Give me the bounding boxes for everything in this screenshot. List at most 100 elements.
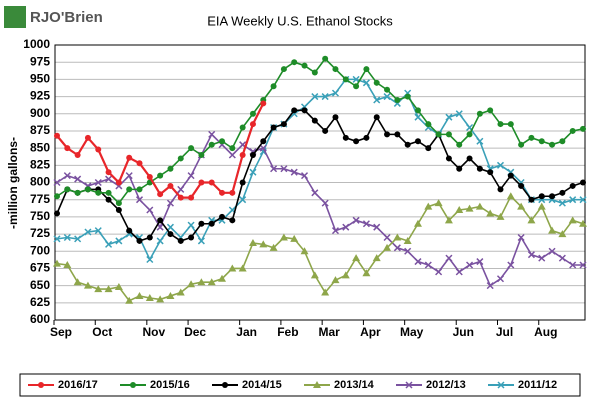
marker xyxy=(311,189,319,197)
marker xyxy=(105,189,112,196)
marker xyxy=(310,271,319,279)
x-tick-label: Feb xyxy=(277,325,298,339)
marker xyxy=(198,179,205,186)
marker xyxy=(187,280,196,288)
marker xyxy=(136,237,143,244)
marker xyxy=(208,141,215,148)
marker xyxy=(311,69,318,76)
marker xyxy=(383,93,391,101)
marker xyxy=(507,172,514,179)
y-tick-label: 700 xyxy=(30,243,50,257)
marker xyxy=(580,125,586,132)
marker xyxy=(54,210,60,217)
marker xyxy=(579,261,587,269)
marker xyxy=(425,121,432,128)
marker xyxy=(455,110,463,118)
chart-title: EIA Weekly U.S. Ethanol Stocks xyxy=(207,13,393,28)
marker xyxy=(342,134,349,141)
marker xyxy=(404,93,411,100)
marker xyxy=(579,196,587,204)
marker xyxy=(74,235,82,243)
marker xyxy=(466,155,473,162)
marker xyxy=(362,79,370,87)
marker xyxy=(249,110,256,117)
marker xyxy=(166,291,175,299)
marker xyxy=(383,243,392,251)
y-tick-label: 850 xyxy=(30,140,50,154)
marker xyxy=(476,137,484,145)
marker xyxy=(311,117,318,124)
marker xyxy=(476,110,483,117)
marker xyxy=(548,226,557,234)
marker xyxy=(63,233,71,242)
marker xyxy=(445,155,452,162)
marker xyxy=(497,121,504,128)
marker xyxy=(166,223,174,231)
marker xyxy=(425,145,432,152)
marker xyxy=(475,202,484,210)
marker xyxy=(507,121,514,128)
marker xyxy=(486,282,494,290)
marker xyxy=(569,261,577,269)
series-line xyxy=(56,194,584,302)
marker xyxy=(393,233,402,241)
marker xyxy=(322,127,329,134)
marker xyxy=(135,291,144,299)
marker xyxy=(280,121,287,128)
marker xyxy=(105,240,113,248)
marker xyxy=(188,194,195,201)
marker xyxy=(279,233,288,241)
marker xyxy=(63,172,71,180)
marker xyxy=(352,216,360,224)
y-tick-label: 925 xyxy=(30,89,50,103)
marker xyxy=(228,264,237,272)
marker xyxy=(362,269,371,277)
marker xyxy=(157,191,164,198)
marker xyxy=(496,212,505,220)
marker xyxy=(465,204,474,212)
marker xyxy=(580,179,586,186)
legend-label: 2013/14 xyxy=(334,379,375,391)
marker xyxy=(424,261,432,269)
marker xyxy=(53,178,61,187)
marker xyxy=(569,127,576,134)
marker xyxy=(197,237,205,245)
marker xyxy=(249,168,257,176)
marker xyxy=(435,131,442,138)
marker xyxy=(403,236,412,244)
marker xyxy=(342,223,350,231)
marker xyxy=(94,227,102,235)
marker xyxy=(414,107,421,114)
y-tick-label: 675 xyxy=(30,261,50,275)
marker xyxy=(476,258,484,266)
marker xyxy=(229,145,236,152)
marker xyxy=(321,288,330,296)
marker xyxy=(413,219,422,227)
marker xyxy=(84,228,92,236)
marker xyxy=(114,283,123,290)
y-tick-label: 625 xyxy=(30,295,50,309)
marker xyxy=(249,121,256,128)
x-tick-label: Jan xyxy=(236,325,257,339)
marker xyxy=(548,247,556,255)
legend-label: 2014/15 xyxy=(242,379,282,391)
marker xyxy=(424,202,433,210)
marker xyxy=(198,220,205,227)
marker xyxy=(259,144,267,152)
marker xyxy=(167,165,174,172)
marker xyxy=(38,382,44,388)
marker xyxy=(538,254,546,262)
marker xyxy=(528,134,535,141)
marker xyxy=(373,96,381,104)
marker xyxy=(208,130,216,138)
marker xyxy=(466,131,473,138)
marker xyxy=(384,86,391,93)
marker xyxy=(218,274,227,282)
marker xyxy=(404,247,412,255)
marker xyxy=(311,93,319,101)
marker xyxy=(208,179,215,186)
marker xyxy=(135,196,144,204)
marker xyxy=(559,138,566,145)
marker xyxy=(549,193,556,200)
